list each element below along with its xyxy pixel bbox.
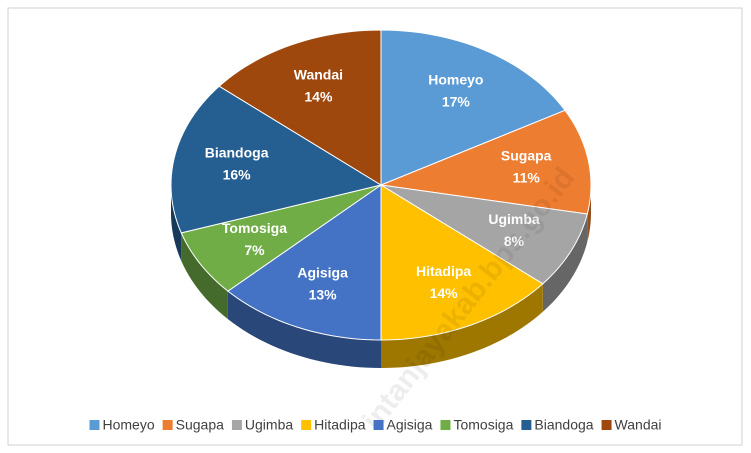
- legend-label: Sugapa: [176, 417, 224, 433]
- pie-slice: [227, 184, 382, 341]
- slice-value-label: 13%: [309, 286, 338, 302]
- slice-value-label: 7%: [244, 242, 265, 258]
- legend-swatch: [440, 420, 451, 430]
- slice-label: Agisiga: [297, 264, 348, 280]
- pie-slice: [218, 29, 382, 186]
- legend-swatch: [601, 420, 612, 430]
- legend-label: Ugimba: [245, 417, 293, 433]
- legend-label: Hitadipa: [314, 417, 366, 433]
- slice-label: Ugimba: [488, 211, 540, 227]
- pie-slice: [380, 184, 544, 341]
- pie-slice-side: [587, 185, 591, 243]
- legend-label: Wandai: [615, 417, 662, 433]
- slice-value-label: 14%: [304, 89, 333, 105]
- slice-label: Wandai: [294, 67, 343, 83]
- slice-value-label: 14%: [430, 285, 459, 301]
- legend: Homeyo Sugapa Ugimba Hitadipa Agisiga Tomosig…: [89, 417, 662, 433]
- pie-slice: [379, 109, 592, 215]
- pie-slice-side: [542, 214, 588, 312]
- pie-slice: [380, 29, 566, 186]
- legend-swatch: [89, 420, 100, 430]
- slice-label: Tomosiga: [222, 220, 287, 236]
- pie-slice: [180, 184, 382, 292]
- slice-value-label: 11%: [513, 170, 541, 186]
- slice-value-label: 16%: [223, 166, 252, 182]
- pie-slice-side: [171, 185, 182, 261]
- slice-label: Biandoga: [205, 144, 269, 160]
- slice-label: Sugapa: [501, 148, 552, 164]
- slice-value-label: 8%: [504, 233, 525, 249]
- legend-swatch: [231, 420, 242, 430]
- pie-slice-side: [381, 283, 543, 368]
- legend-label: Tomosiga: [453, 417, 513, 433]
- legend-swatch: [521, 420, 532, 430]
- slice-label: Homeyo: [428, 71, 483, 87]
- pie-slice: [380, 184, 588, 285]
- legend-label: Biandoga: [534, 417, 593, 433]
- slice-value-label: 17%: [442, 93, 471, 109]
- legend-swatch: [373, 420, 384, 430]
- slice-label: Hitadipa: [416, 263, 471, 279]
- legend-label: Agisiga: [387, 417, 433, 433]
- legend-label: Homeyo: [102, 417, 154, 433]
- legend-swatch: [301, 420, 312, 430]
- legend-swatch: [162, 420, 173, 430]
- pie-slice: [170, 85, 383, 234]
